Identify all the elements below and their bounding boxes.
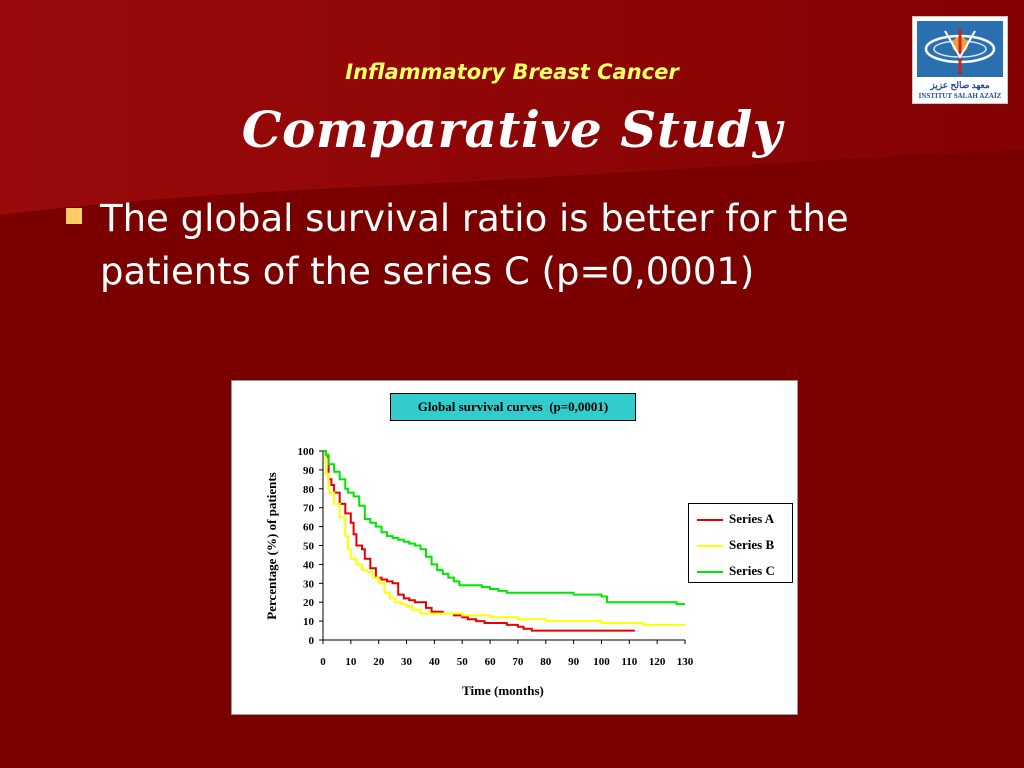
y-tick-label: 90 [303, 465, 315, 477]
x-tick-label: 130 [677, 656, 694, 668]
square-bullet-icon [66, 208, 82, 224]
chart-title: Global survival curves (p=0,0001) [390, 393, 636, 421]
line-series-a [323, 450, 635, 632]
y-tick-label: 0 [309, 635, 315, 647]
x-tick-label: 50 [457, 656, 469, 668]
y-tick-label: 30 [303, 578, 315, 590]
legend-label-series-b: Series B [729, 537, 775, 552]
chart-plot: 0 10 20 30 40 50 60 70 80 90 100 0 10 20 30 40 50 60 70 80 9… [264, 446, 694, 698]
legend-label-series-c: Series C [729, 563, 775, 578]
x-tick-label: 70 [512, 656, 524, 668]
y-tick-label: 70 [303, 503, 315, 515]
legend-item-series-c: Series C [695, 562, 793, 582]
y-tick-label: 80 [303, 484, 315, 496]
line-series-c [323, 450, 685, 606]
legend-item-series-a: Series A [695, 510, 793, 530]
slide-title: Comparative Study [241, 100, 783, 159]
x-tick-label: 110 [621, 656, 637, 668]
survival-chart: Global survival curves (p=0,0001) 0 10 20 3… [231, 380, 798, 715]
x-tick-label: 100 [593, 656, 610, 668]
x-tick-label: 40 [429, 656, 441, 668]
legend-swatch-series-c [697, 571, 723, 573]
logo-arabic-text: معهد صالح عزيز [929, 80, 989, 91]
x-axis-label: Time (months) [462, 683, 544, 698]
x-tick-label: 90 [568, 656, 580, 668]
y-tick-label: 60 [303, 522, 315, 534]
x-tick-label: 10 [345, 656, 357, 668]
bullet-text: The global survival ratio is better for … [100, 197, 849, 293]
x-tick-label: 30 [401, 656, 413, 668]
legend-item-series-b: Series B [695, 536, 793, 556]
y-tick-label: 10 [303, 616, 315, 628]
x-tick-label: 60 [485, 656, 497, 668]
institute-logo: معهد صالح عزيز INSTITUT SALAH AZAÏZ [912, 16, 1008, 104]
x-tick-label: 20 [373, 656, 385, 668]
legend-swatch-series-b [697, 545, 723, 547]
y-axis-label: Percentage (%) of patients [264, 472, 279, 619]
chart-legend: Series A Series B Series C [688, 503, 793, 583]
logo-latin-text: INSTITUT SALAH AZAÏZ [919, 92, 1002, 100]
legend-label-series-a: Series A [729, 511, 775, 526]
legend-swatch-series-a [697, 519, 723, 521]
slide-subtitle: Inflammatory Breast Cancer [345, 60, 679, 84]
x-tick-label: 120 [649, 656, 666, 668]
line-series-b [323, 450, 685, 626]
x-tick-label: 80 [540, 656, 552, 668]
y-tick-label: 50 [303, 541, 315, 553]
y-tick-label: 100 [298, 446, 315, 458]
logo-emblem-icon: معهد صالح عزيز INSTITUT SALAH AZAÏZ [917, 21, 1003, 100]
y-tick-label: 40 [303, 559, 315, 571]
y-tick-label: 20 [303, 597, 315, 609]
x-tick-label: 0 [320, 656, 326, 668]
